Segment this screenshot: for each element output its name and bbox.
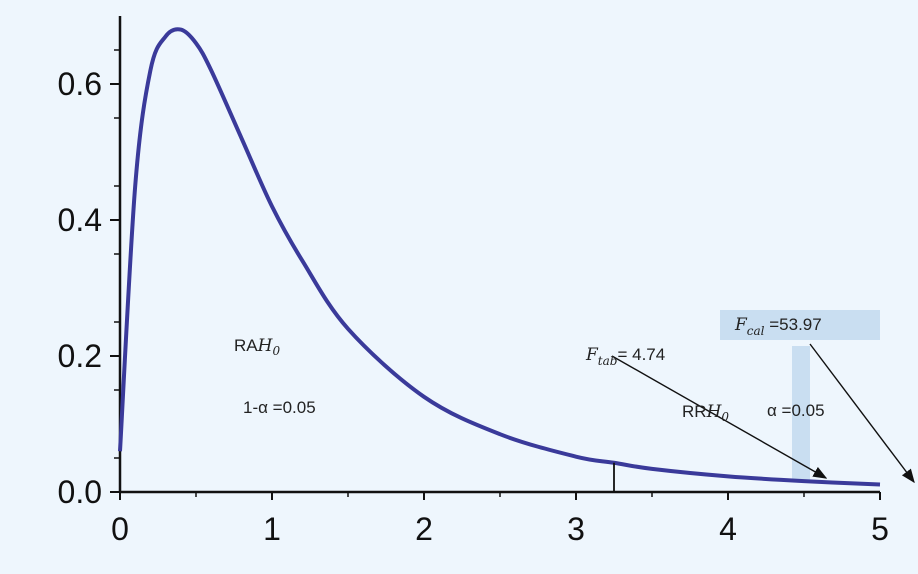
y-tick-label: 0.4 bbox=[58, 202, 102, 238]
x-tick-label: 1 bbox=[263, 511, 281, 547]
density-curve-line bbox=[118, 27, 881, 487]
rejection-region-label: RRH0 bbox=[682, 402, 729, 424]
fcal-label: Fcal =53.97 bbox=[734, 315, 822, 338]
acceptance-region-label: RAH0 bbox=[234, 336, 280, 358]
y-tick-label: 0.6 bbox=[58, 66, 102, 102]
axis-tick-labels: 0 1 2 3 4 5 0.0 0.2 0.4 0.6 bbox=[58, 66, 889, 547]
y-tick-label: 0.0 bbox=[58, 474, 102, 510]
ftab-arrow bbox=[611, 355, 828, 479]
rejection-region-highlight bbox=[792, 346, 810, 480]
x-tick-label: 2 bbox=[415, 511, 433, 547]
x-tick-label: 3 bbox=[567, 511, 585, 547]
fcal-arrow bbox=[809, 343, 915, 484]
ftab-label: Ftab= 4.74 bbox=[585, 345, 665, 368]
x-tick-label: 5 bbox=[871, 511, 889, 547]
fcal-highlight-box bbox=[720, 310, 880, 340]
y-tick-label: 0.2 bbox=[58, 338, 102, 374]
alpha-label: α =0.05 bbox=[767, 401, 825, 420]
axis-ticks bbox=[110, 49, 881, 500]
acceptance-probability-label: 1-α =0.05 bbox=[243, 398, 316, 417]
x-tick-label: 0 bbox=[111, 511, 129, 547]
x-tick-label: 4 bbox=[719, 511, 737, 547]
